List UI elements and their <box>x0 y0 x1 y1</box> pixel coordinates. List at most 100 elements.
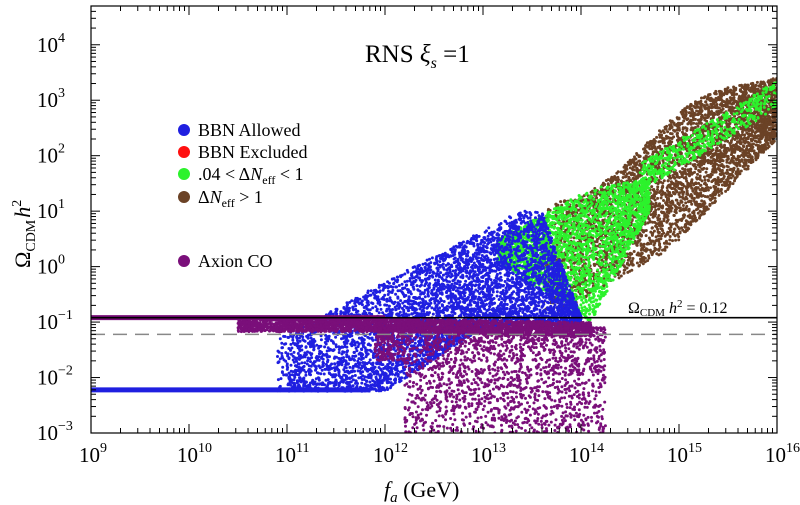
neff-high-point <box>673 234 677 238</box>
neff-high-point <box>696 205 700 209</box>
neff-high-point <box>685 192 689 196</box>
neff-high-point <box>613 177 617 181</box>
neff-high-point <box>667 204 671 208</box>
neff-high-point <box>684 201 688 205</box>
neff-high-point <box>700 113 704 117</box>
neff-high-point <box>719 164 723 168</box>
neff-high-point <box>661 190 665 194</box>
neff-high-point <box>708 175 712 179</box>
neff-high-point <box>603 183 607 187</box>
neff-high-point <box>695 122 698 126</box>
neff-high-point <box>685 105 689 109</box>
neff-high-point <box>666 219 669 223</box>
neff-high-point <box>699 107 703 111</box>
neff-high-point <box>748 153 752 157</box>
neff-high-point <box>632 173 636 177</box>
neff-high-point <box>700 159 704 163</box>
neff-high-point <box>653 141 657 145</box>
neff-high-point <box>644 229 648 232</box>
neff-high-point <box>699 104 703 107</box>
neff-high-point <box>655 135 659 139</box>
neff-high-point <box>652 213 655 217</box>
neff-high-point <box>711 168 715 171</box>
neff-high-point <box>676 201 680 205</box>
neff-high-point <box>654 201 658 205</box>
neff-high-point <box>713 92 717 96</box>
neff-high-point <box>709 155 713 159</box>
neff-high-point <box>715 190 719 194</box>
neff-high-point <box>713 162 716 166</box>
neff-high-point <box>725 103 729 107</box>
neff-high-point <box>698 216 701 220</box>
neff-high-point <box>669 132 672 135</box>
neff-high-point <box>716 176 720 180</box>
neff-high-point <box>688 194 692 198</box>
neff-high-point <box>643 260 647 264</box>
neff-high-point <box>764 121 768 125</box>
neff-high-point <box>646 248 649 252</box>
neff-high-point <box>733 177 737 181</box>
neff-high-point <box>640 251 644 255</box>
neff-high-point <box>633 155 636 159</box>
neff-high-point <box>691 118 695 122</box>
neff-high-point <box>695 176 699 180</box>
neff-high-point <box>650 185 654 189</box>
neff-high-point <box>767 133 771 137</box>
neff-high-point <box>638 154 642 158</box>
neff-high-point <box>738 149 742 153</box>
neff-high-point <box>677 163 681 167</box>
neff-high-point <box>699 183 703 187</box>
neff-high-point <box>657 223 661 227</box>
neff-high-point <box>764 146 768 150</box>
neff-high-point <box>732 155 735 159</box>
neff-high-point <box>705 167 709 171</box>
neff-high-point <box>688 104 692 108</box>
neff-high-point <box>734 142 738 146</box>
neff-high-point <box>713 196 717 200</box>
neff-high-point <box>705 195 709 199</box>
neff-high-point <box>712 178 716 182</box>
neff-high-point <box>736 154 740 158</box>
neff-high-point <box>680 200 684 204</box>
neff-high-point <box>669 120 673 124</box>
neff-high-point <box>619 274 623 278</box>
neff-high-point <box>657 231 661 234</box>
neff-high-point <box>713 201 717 204</box>
neff-high-point <box>694 218 698 222</box>
neff-high-point <box>647 236 651 240</box>
neff-high-point <box>674 179 678 183</box>
neff-high-point <box>763 131 767 135</box>
neff-mid-point <box>588 312 591 316</box>
neff-high-point <box>752 142 755 146</box>
neff-high-point <box>639 248 643 252</box>
neff-high-point <box>711 193 715 197</box>
neff-high-point <box>752 149 756 153</box>
neff-high-point <box>761 119 765 123</box>
neff-high-point <box>658 202 661 206</box>
neff-high-point <box>595 196 599 200</box>
neff-high-point <box>692 121 696 125</box>
neff-high-point <box>677 193 681 196</box>
neff-high-point <box>693 187 697 191</box>
neff-high-point <box>729 88 733 92</box>
neff-high-point <box>728 99 732 103</box>
neff-high-point <box>653 194 657 198</box>
neff-high-point <box>703 158 707 162</box>
neff-high-point <box>753 126 757 130</box>
neff-high-point <box>714 181 718 185</box>
neff-high-point <box>617 276 621 280</box>
neff-high-point <box>653 205 657 209</box>
neff-high-point <box>685 127 689 131</box>
neff-high-point <box>623 163 627 167</box>
neff-high-point <box>658 129 661 133</box>
neff-high-point <box>715 103 719 106</box>
neff-high-point <box>731 174 735 178</box>
neff-mid-point <box>597 253 601 257</box>
neff-high-point <box>749 127 753 131</box>
neff-high-point <box>690 108 694 112</box>
neff-high-point <box>738 94 741 98</box>
neff-high-point <box>654 147 658 151</box>
neff-high-point <box>671 239 674 243</box>
neff-high-point <box>751 138 755 141</box>
neff-high-point <box>767 127 771 131</box>
